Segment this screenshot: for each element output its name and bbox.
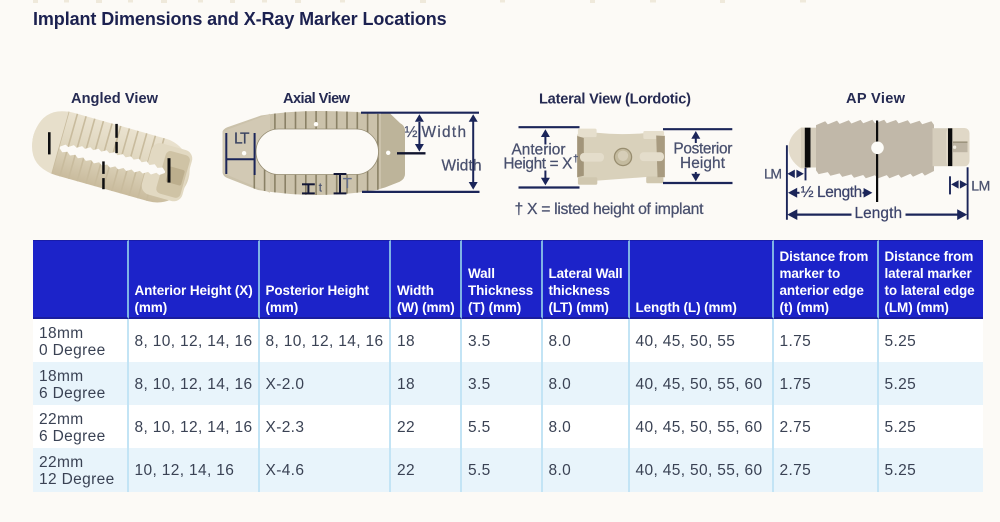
- svg-text:t: t: [319, 183, 323, 195]
- svg-text:Height = X: Height = X: [503, 155, 572, 172]
- svg-text:Width: Width: [442, 158, 482, 175]
- svg-text:Angled View: Angled View: [71, 91, 159, 107]
- svg-text:½ Length: ½ Length: [801, 184, 863, 201]
- svg-text:LM: LM: [764, 166, 782, 182]
- svg-text:Lateral View (Lordotic): Lateral View (Lordotic): [539, 92, 691, 108]
- svg-text:AP View: AP View: [846, 91, 906, 107]
- svg-text:T: T: [343, 175, 352, 192]
- svg-text:Width: Width: [422, 124, 467, 141]
- svg-text:LM: LM: [971, 178, 990, 194]
- svg-text:Posterior: Posterior: [673, 141, 732, 158]
- svg-text:½: ½: [405, 124, 418, 141]
- svg-text:Anterior: Anterior: [512, 142, 566, 159]
- svg-text:Height: Height: [680, 155, 726, 172]
- svg-text:LT: LT: [234, 130, 250, 147]
- svg-text:Axial View: Axial View: [283, 91, 351, 107]
- svg-text:†: †: [573, 154, 579, 165]
- svg-text:† X = listed height of implant: † X = listed height of implant: [515, 201, 705, 218]
- svg-text:Length: Length: [855, 205, 903, 222]
